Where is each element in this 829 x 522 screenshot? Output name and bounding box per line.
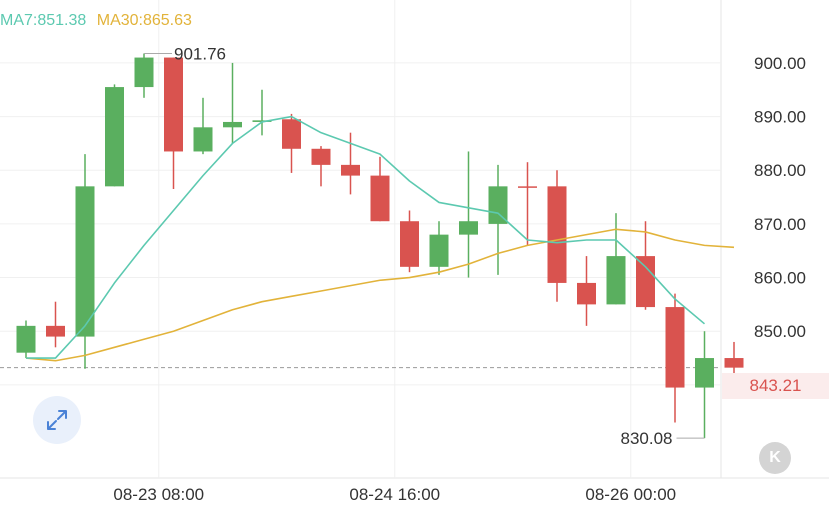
candle-body <box>370 175 390 222</box>
candle-body <box>164 57 183 152</box>
y-tick-label: 870.00 <box>754 215 806 234</box>
candle-body <box>341 164 360 176</box>
y-tick-label: 860.00 <box>754 269 806 288</box>
ma-legend: MA7:851.38 MA30:865.63 <box>0 12 198 30</box>
candle-body <box>488 186 508 224</box>
candle-body <box>400 221 419 267</box>
candle-body <box>695 358 714 388</box>
candle-body <box>16 325 36 353</box>
y-tick-label: 890.00 <box>754 108 806 127</box>
candle-body <box>724 358 744 368</box>
candle-body <box>282 119 301 149</box>
x-tick-label: 08-23 08:00 <box>113 485 204 504</box>
ma7-legend-label: MA7:851.38 <box>0 12 87 29</box>
high-annotation: 901.76 <box>174 44 226 63</box>
ma30-line <box>25 228 735 362</box>
expand-chart-button[interactable] <box>33 396 81 444</box>
candle-body <box>134 57 154 88</box>
candle-body <box>193 127 213 152</box>
y-tick-label: 880.00 <box>754 161 806 180</box>
candle-body <box>223 121 242 128</box>
candle-body <box>518 186 537 188</box>
ma30-legend-label: MA30:865.63 <box>96 12 192 29</box>
candle-body <box>577 282 596 305</box>
x-tick-label: 08-26 00:00 <box>585 485 676 504</box>
candle-body <box>459 221 478 235</box>
candle-body <box>606 256 626 305</box>
x-tick-label: 08-24 16:00 <box>349 485 440 504</box>
low-annotation: 830.08 <box>621 429 673 448</box>
candle-body <box>429 234 449 267</box>
candle-body <box>46 325 65 337</box>
current-price-tag: 843.21 <box>722 373 829 399</box>
candle-body <box>75 186 95 337</box>
kline-mode-button[interactable]: K <box>759 442 791 474</box>
candle-body <box>311 148 331 165</box>
ma7-line <box>26 115 706 359</box>
candle-body <box>105 87 124 187</box>
expand-arrows-icon <box>47 410 67 430</box>
candle-body <box>547 186 567 283</box>
candle-body <box>665 307 685 388</box>
candle-body <box>636 256 655 308</box>
y-tick-label: 850.00 <box>754 322 806 341</box>
y-tick-label: 900.00 <box>754 54 806 73</box>
